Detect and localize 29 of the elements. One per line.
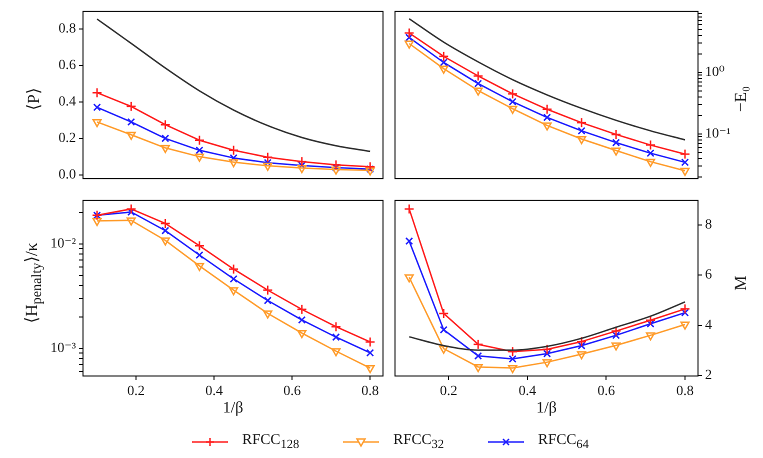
y-tick-label: 0.4 [58, 94, 76, 110]
y2-tick-label: 8 [705, 217, 712, 232]
x-tick-label: 0.4 [205, 384, 223, 400]
y2-axis-title: M [731, 274, 751, 290]
y2-tick-label: 10⁰ [705, 65, 725, 80]
x-tick-label: 0.6 [597, 384, 615, 400]
y2-axis-title: −E₀ [731, 86, 751, 112]
legend-label: RFCC$_{128}$ [242, 432, 300, 452]
x-tick-label: 0.6 [283, 384, 301, 400]
x-tick-label: 0.8 [676, 384, 694, 400]
x-tick-label: 0.2 [127, 384, 145, 400]
y2-tick-label: 6 [705, 268, 712, 283]
y2-tick-label: 2 [705, 368, 712, 384]
x-tick-label: 0.4 [518, 384, 536, 400]
y-tick-label: 10⁻² [50, 236, 76, 252]
legend-label: RFCC$_{64}$ [538, 432, 589, 452]
y2-tick-label: 10⁻¹ [705, 126, 731, 142]
y-axis-title: ⟨P⟩ [24, 87, 44, 110]
x-tick-label: 0.2 [440, 384, 458, 400]
y-tick-label: 0.8 [58, 21, 76, 36]
x-axis-title: 1/β [222, 400, 244, 417]
y2-tick-label: 4 [705, 318, 712, 333]
y-tick-label: 0.6 [58, 58, 76, 73]
y-tick-label: 0.2 [58, 131, 76, 146]
y-tick-label: 10⁻³ [50, 340, 76, 356]
x-axis-title: 1/β [536, 400, 557, 417]
y-tick-label: 0.0 [58, 168, 76, 183]
x-tick-label: 0.8 [361, 384, 379, 400]
legend-label: RFCC$_{32}$ [393, 432, 444, 452]
